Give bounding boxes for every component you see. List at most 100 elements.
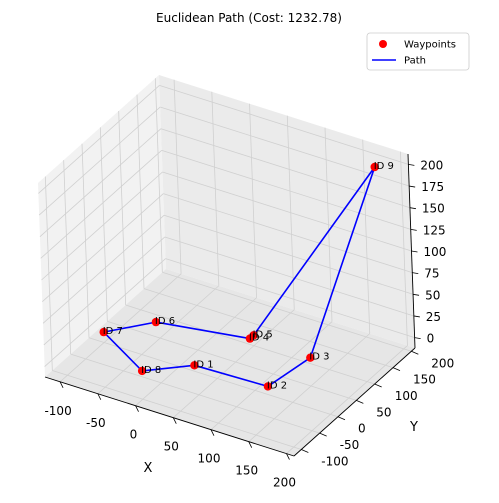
x-tick-mark [210,429,215,436]
z-tick-mark [412,272,419,275]
y-tick-mark [319,432,327,437]
grid-y-floor [88,337,339,418]
grid-x-floor [210,321,333,430]
y-tick-label: -100 [321,455,348,469]
z-tick-mark [413,315,420,318]
z-tick-label: 125 [423,223,446,237]
x-tick-mark [135,405,139,412]
waypoint-marker [370,162,379,172]
z-tick-mark [409,207,417,210]
grid-z-back [163,193,413,274]
waypoint-label: ID 5 [253,329,273,340]
x-axis-line [44,376,295,457]
x-tick-mark [286,453,290,460]
x-tick-label: 0 [130,428,138,442]
grid-z-side [43,236,166,346]
z-tick-mark [414,337,421,340]
waypoint-label: ID 4 [249,333,269,344]
x-tick-label: 200 [273,476,296,490]
x-tick-label: 50 [164,440,179,454]
legend: Waypoints Path [366,32,470,71]
y-tick-label: 50 [376,405,391,419]
x-tick-label: -50 [86,416,106,430]
waypoint-label: ID 8 [141,365,161,376]
tick-labels: -100 -50 0 50 100 150 200 -100 -50 0 50 100 150 200 0 2… [44,158,454,489]
z-tick-label: 0 [427,332,435,346]
path-polyline [103,166,376,388]
z-tick-label: 75 [424,267,439,281]
x-tick-label: 100 [198,452,221,466]
chart-title: Euclidean Path (Cost: 1232.78) [156,11,342,25]
waypoint-label: ID 6 [155,316,175,327]
grid-x-floor [173,309,295,418]
grid-z-side [42,215,165,324]
x-tick-mark [59,381,64,388]
legend-waypoints-label: Waypoints [404,40,456,51]
grid-z-back [163,214,414,295]
y-tick-label: 200 [431,356,454,370]
y-tick-label: 0 [358,422,366,436]
grid-y-floor [143,288,394,369]
y-tick-mark [411,350,419,355]
y-tick-mark [301,449,309,453]
grid-x-floor [135,297,257,407]
grid-z-back [164,236,414,317]
z-tick-mark [410,228,417,231]
waypoint-marker [190,361,199,370]
grid-z-side [40,150,162,259]
waypoint-label: ID 9 [374,161,394,172]
grid-y-floor [162,271,412,352]
z-tick-label: 175 [421,180,444,194]
y-tick-label: 150 [413,373,436,387]
x-axis-label: X [144,461,153,476]
z-tick-label: 150 [422,202,445,216]
grid-z-back [159,85,409,165]
grid-y-floor [52,370,302,450]
grid-z-side [38,85,160,194]
waypoint-label: ID 3 [309,352,329,363]
grid-z-side [42,193,164,302]
waypoint-label: ID 7 [103,326,123,337]
pane-xy [45,269,415,456]
grid-x-floor [286,345,408,454]
y-axis-line [293,347,416,457]
waypoint-marker [99,327,108,337]
z-tick-mark [412,293,420,296]
x-tick-label: -100 [44,404,71,418]
y-tick-mark [356,399,364,404]
x-tick-label: 150 [235,464,258,478]
x-tick-mark [97,393,102,400]
grid-z-back [165,258,415,338]
grid-lines [38,78,415,454]
legend-waypoints-marker [379,40,387,48]
grid-z-side [39,128,162,237]
z-tick-label: 200 [420,158,443,172]
waypoint-marker [263,382,273,391]
grid-z-back [162,171,412,252]
x-tick-mark [172,417,177,424]
grid-x-floor [97,285,220,395]
z-tick-mark [408,163,415,166]
waypoint-marker [151,317,161,327]
y-tick-label: -50 [340,438,360,452]
grid-z-side [44,258,166,367]
z-tick-mark [409,185,416,188]
z-tick-label: 100 [424,245,447,259]
y-tick-label: 100 [395,389,418,403]
grid-y-floor [125,304,375,385]
y-tick-mark [392,367,401,372]
z-tick-label: 25 [426,310,441,324]
waypoint-label: ID 1 [193,359,213,370]
grid-y-floor [70,353,320,434]
z-tick-mark [411,250,418,253]
grid-y-floor [107,320,357,401]
waypoint-markers [99,162,379,391]
waypoint-label: ID 2 [267,380,287,391]
y-tick-mark [337,416,346,421]
grid-z-back [160,106,410,187]
waypoint-marker [137,366,147,376]
grid-z-back [161,149,411,230]
z-tick-label: 50 [425,288,440,302]
x-tick-mark [248,441,253,448]
path-line [103,166,376,388]
